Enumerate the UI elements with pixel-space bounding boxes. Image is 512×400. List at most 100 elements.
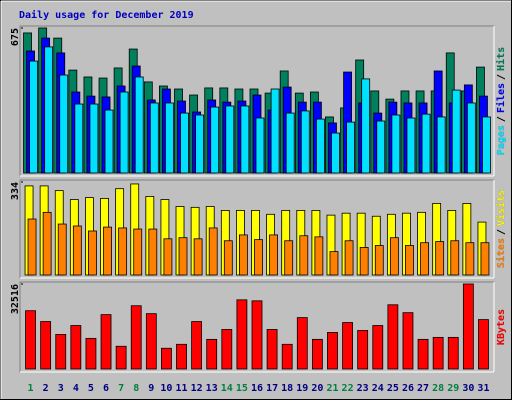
bar (450, 240, 460, 276)
x-tick-label: 8 (133, 383, 139, 394)
y-tick-label: 675 (10, 28, 21, 46)
bar (29, 60, 38, 174)
x-tick-label: 31 (477, 383, 489, 394)
bar (254, 239, 263, 276)
x-tick-label: 6 (103, 383, 109, 394)
x-tick-label: 30 (462, 383, 474, 394)
bar (27, 218, 37, 276)
bar (359, 247, 369, 276)
bar (255, 117, 265, 174)
bar (284, 240, 294, 276)
x-tick-label: 26 (402, 383, 414, 394)
bar (327, 332, 338, 370)
bar (225, 105, 235, 174)
bar (115, 345, 127, 370)
bar (236, 299, 248, 370)
bar (180, 112, 189, 174)
legend-entry: KBytes (496, 309, 507, 345)
bar (329, 251, 339, 276)
bar (478, 319, 489, 370)
x-tick-label: 1 (28, 383, 34, 394)
x-tick-label: 12 (191, 383, 203, 394)
bar (100, 314, 112, 370)
legend-separator: / (496, 116, 507, 122)
bar (223, 240, 233, 276)
bar (300, 110, 310, 174)
bar (357, 330, 369, 370)
bar (361, 78, 371, 174)
bar (251, 300, 263, 370)
x-tick-label: 3 (58, 383, 64, 394)
bar (462, 283, 474, 370)
bar (40, 321, 52, 370)
bar (299, 235, 309, 276)
bar (266, 329, 278, 370)
legend-separator: / (496, 229, 507, 235)
y-tick-label: 334 (10, 182, 21, 200)
bar (389, 237, 399, 276)
bar (104, 109, 114, 174)
legend-entry: Files (495, 83, 507, 113)
bar (421, 113, 431, 174)
bar (103, 226, 112, 276)
bar (315, 118, 325, 174)
legend-entry: Visits (495, 190, 507, 226)
y-tick-label: 32516 (10, 284, 21, 314)
bar (119, 91, 129, 174)
bar (311, 338, 323, 370)
bar (134, 76, 144, 174)
x-tick-label: 23 (357, 383, 369, 394)
bar (42, 211, 52, 276)
bar (210, 106, 220, 174)
x-tick-label: 22 (342, 383, 354, 394)
bar (191, 321, 203, 370)
bar (221, 329, 233, 370)
bar (178, 237, 188, 276)
bar (314, 236, 324, 276)
legend: Sites / Visits (495, 190, 507, 268)
x-tick-label: 10 (160, 383, 172, 394)
bar (208, 227, 218, 276)
x-tick-label: 4 (73, 383, 79, 394)
bar (195, 114, 205, 174)
bar (374, 245, 384, 276)
bar (25, 310, 36, 370)
x-tick-label: 18 (281, 383, 293, 394)
x-tick-label: 25 (387, 383, 399, 394)
bar (405, 245, 414, 276)
bar (240, 105, 250, 174)
bar (270, 88, 280, 174)
x-tick-label: 14 (221, 383, 233, 394)
bar (331, 132, 340, 174)
bar (165, 102, 174, 174)
x-tick-label: 2 (43, 383, 49, 394)
x-tick-label: 7 (118, 383, 124, 394)
bar (296, 317, 308, 370)
bar (85, 337, 97, 370)
bar (376, 120, 386, 174)
x-tick-label: 16 (251, 383, 263, 394)
bar (406, 117, 416, 174)
bar (391, 114, 401, 174)
bar (387, 304, 399, 370)
bar (480, 242, 490, 276)
bar (465, 242, 475, 276)
bar (285, 112, 295, 174)
bar (436, 116, 446, 174)
x-tick-label: 9 (148, 383, 154, 394)
bar (70, 325, 82, 370)
bar (269, 234, 278, 276)
bar (346, 121, 355, 174)
x-tick-label: 15 (236, 383, 248, 394)
bar (482, 116, 491, 174)
bar (432, 336, 444, 370)
x-tick-label: 27 (417, 383, 429, 394)
bar (372, 325, 384, 370)
bar (118, 227, 128, 276)
bar (89, 103, 99, 174)
bar (447, 336, 459, 370)
bar (161, 347, 172, 370)
bar (417, 338, 429, 370)
bar (451, 89, 461, 174)
